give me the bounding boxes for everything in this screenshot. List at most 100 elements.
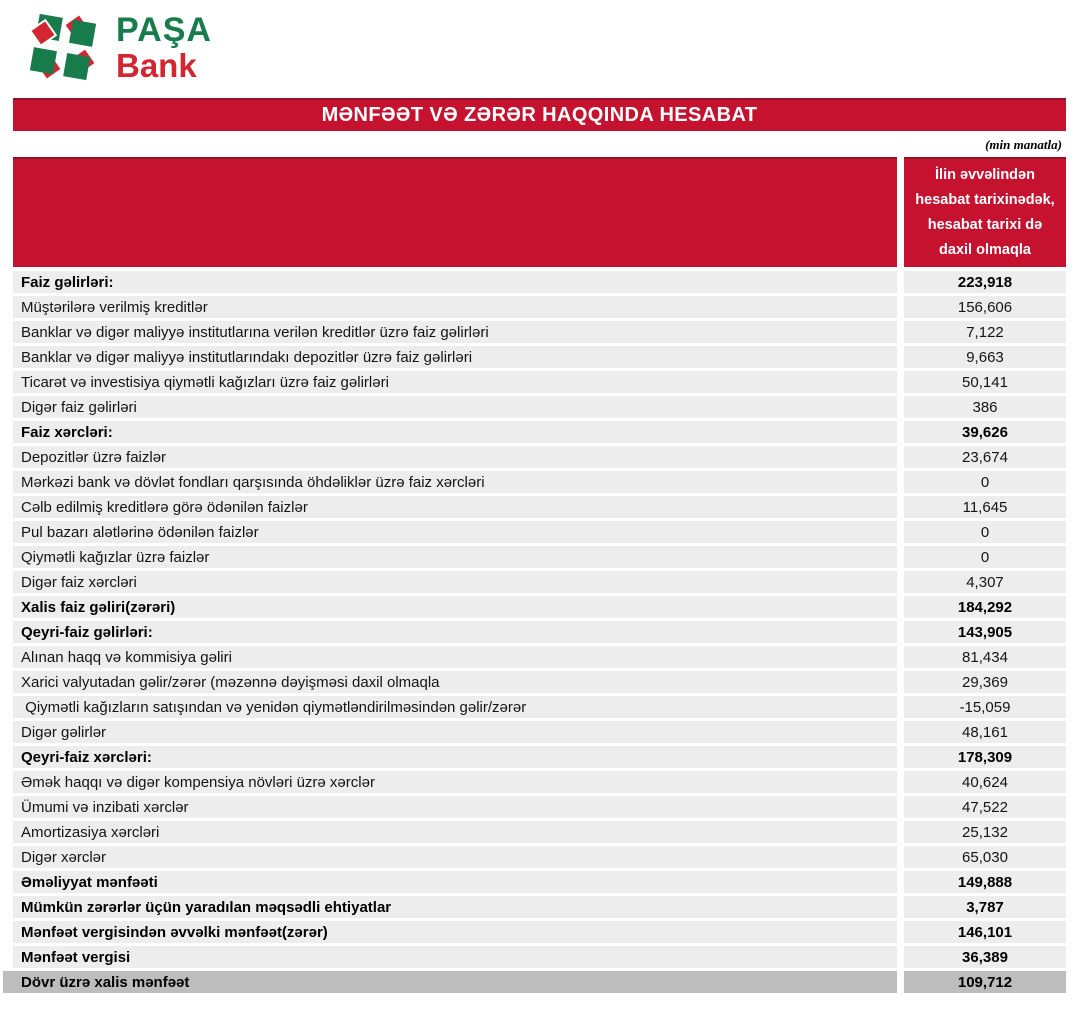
table-row: Cəlb edilmiş kreditlərə görə ödənilən fa…: [13, 496, 1066, 518]
table-header-row: İlin əvvəlindən hesabat tarixinədək, hes…: [13, 157, 1066, 267]
row-value: 143,905: [904, 621, 1066, 643]
row-label: Cəlb edilmiş kreditlərə görə ödənilən fa…: [13, 496, 897, 518]
header-empty-cell: [13, 157, 897, 267]
row-label: Digər faiz gəlirləri: [13, 396, 897, 418]
table-row: Depozitlər üzrə faizlər 23,674: [13, 446, 1066, 468]
row-label: Ümumi və inzibati xərclər: [13, 796, 897, 818]
row-value: 39,626: [904, 421, 1066, 443]
row-value: 9,663: [904, 346, 1066, 368]
row-value: 0: [904, 546, 1066, 568]
row-label: Pul bazarı alətlərinə ödənilən faizlər: [13, 521, 897, 543]
row-label: Digər faiz xərcləri: [13, 571, 897, 593]
table-row: Mənfəət vergisi 36,389: [13, 946, 1066, 968]
row-value: 65,030: [904, 846, 1066, 868]
row-label: Qeyri-faiz gəlirləri:: [13, 621, 897, 643]
row-value: 23,674: [904, 446, 1066, 468]
table-row: Ümumi və inzibati xərclər 47,522: [13, 796, 1066, 818]
row-label: Mənfəət vergisindən əvvəlki mənfəət(zərə…: [13, 921, 897, 943]
brand-name-top: PAŞA: [116, 10, 212, 49]
row-value: -15,059: [904, 696, 1066, 718]
table-row: Qiymətli kağızlar üzrə faizlər 0: [13, 546, 1066, 568]
row-value: 40,624: [904, 771, 1066, 793]
table-row: Faiz xərcləri: 39,626: [13, 421, 1066, 443]
table-row: Digər gəlirlər 48,161: [13, 721, 1066, 743]
row-label: Banklar və digər maliyyə institutlarına …: [13, 321, 897, 343]
row-value: 29,369: [904, 671, 1066, 693]
table-row: Dövr üzrə xalis mənfəət 109,712: [3, 971, 1066, 993]
row-value: 36,389: [904, 946, 1066, 968]
row-label: Qiymətli kağızların satışından və yenidə…: [13, 696, 897, 718]
brand-name-bottom: Bank: [116, 46, 197, 84]
row-value: 81,434: [904, 646, 1066, 668]
row-label: Dövr üzrə xalis mənfəət: [3, 971, 897, 993]
row-value: 0: [904, 471, 1066, 493]
row-label: Qiymətli kağızlar üzrə faizlər: [13, 546, 897, 568]
row-label: Faiz gəlirləri:: [13, 271, 897, 293]
row-value: 0: [904, 521, 1066, 543]
row-label: Mümkün zərərlər üçün yaradılan məqsədli …: [13, 896, 897, 918]
row-value: 156,606: [904, 296, 1066, 318]
table-row: Əməliyyat mənfəəti 149,888: [13, 871, 1066, 893]
row-label: Xarici valyutadan gəlir/zərər (məzənnə d…: [13, 671, 897, 693]
row-value: 4,307: [904, 571, 1066, 593]
brand-wordmark: PAŞA Bank: [116, 13, 212, 82]
table-row: Digər xərclər 65,030: [13, 846, 1066, 868]
report-title: MƏNFƏƏT VƏ ZƏRƏR HAQQINDA HESABAT: [321, 104, 758, 126]
row-label: Digər gəlirlər: [13, 721, 897, 743]
table-row: Amortizasiya xərcləri 25,132: [13, 821, 1066, 843]
table-row: Xarici valyutadan gəlir/zərər (məzənnə d…: [13, 671, 1066, 693]
row-value: 25,132: [904, 821, 1066, 843]
profit-loss-table: İlin əvvəlindən hesabat tarixinədək, hes…: [3, 157, 1066, 996]
row-label: Mənfəət vergisi: [13, 946, 897, 968]
row-label: Mərkəzi bank və dövlət fondları qarşısın…: [13, 471, 897, 493]
row-label: Amortizasiya xərcləri: [13, 821, 897, 843]
table-row: Qeyri-faiz xərcləri: 178,309: [13, 746, 1066, 768]
row-value: 184,292: [904, 596, 1066, 618]
table-row: Qiymətli kağızların satışından və yenidə…: [13, 696, 1066, 718]
row-value: 48,161: [904, 721, 1066, 743]
table-row: Xalis faiz gəliri(zərəri) 184,292: [13, 596, 1066, 618]
table-row: Alınan haqq və kommisiya gəliri 81,434: [13, 646, 1066, 668]
row-value: 149,888: [904, 871, 1066, 893]
table-row: Faiz gəlirləri: 223,918: [13, 271, 1066, 293]
header-period-cell: İlin əvvəlindən hesabat tarixinədək, hes…: [904, 157, 1066, 267]
row-value: 146,101: [904, 921, 1066, 943]
table-row: Digər faiz gəlirləri 386: [13, 396, 1066, 418]
row-label: Depozitlər üzrə faizlər: [13, 446, 897, 468]
row-label: Müştərilərə verilmiş kreditlər: [13, 296, 897, 318]
table-row: Ticarət və investisiya qiymətli kağızlar…: [13, 371, 1066, 393]
table-body: Faiz gəlirləri: 223,918 Müştərilərə verilm…: [3, 271, 1066, 993]
row-label: Əməliyyat mənfəəti: [13, 871, 897, 893]
unit-note: (min manatla): [985, 137, 1062, 152]
table-row: Mərkəzi bank və dövlət fondları qarşısın…: [13, 471, 1066, 493]
table-row: Pul bazarı alətlərinə ödənilən faizlər 0: [13, 521, 1066, 543]
row-value: 11,645: [904, 496, 1066, 518]
table-row: Müştərilərə verilmiş kreditlər 156,606: [13, 296, 1066, 318]
pasha-bank-pinwheel-icon: [28, 12, 98, 82]
row-value: 3,787: [904, 896, 1066, 918]
row-label: Əmək haqqı və digər kompensiya növləri ü…: [13, 771, 897, 793]
row-value: 50,141: [904, 371, 1066, 393]
row-label: Banklar və digər maliyyə institutlarında…: [13, 346, 897, 368]
row-label: Digər xərclər: [13, 846, 897, 868]
row-label: Ticarət və investisiya qiymətli kağızlar…: [13, 371, 897, 393]
row-label: Xalis faiz gəliri(zərəri): [13, 596, 897, 618]
table-row: Mümkün zərərlər üçün yaradılan məqsədli …: [13, 896, 1066, 918]
table-row: Əmək haqqı və digər kompensiya növləri ü…: [13, 771, 1066, 793]
row-value: 47,522: [904, 796, 1066, 818]
row-label: Faiz xərcləri:: [13, 421, 897, 443]
row-value: 109,712: [904, 971, 1066, 993]
row-label: Qeyri-faiz xərcləri:: [13, 746, 897, 768]
table-row: Banklar və digər maliyyə institutlarına …: [13, 321, 1066, 343]
row-value: 386: [904, 396, 1066, 418]
brand-header: PAŞA Bank: [22, 8, 212, 86]
table-row: Banklar və digər maliyyə institutlarında…: [13, 346, 1066, 368]
report-title-bar: MƏNFƏƏT VƏ ZƏRƏR HAQQINDA HESABAT: [13, 98, 1066, 131]
table-row: Qeyri-faiz gəlirləri: 143,905: [13, 621, 1066, 643]
row-value: 223,918: [904, 271, 1066, 293]
row-value: 178,309: [904, 746, 1066, 768]
table-row: Digər faiz xərcləri 4,307: [13, 571, 1066, 593]
row-label: Alınan haqq və kommisiya gəliri: [13, 646, 897, 668]
table-row: Mənfəət vergisindən əvvəlki mənfəət(zərə…: [13, 921, 1066, 943]
